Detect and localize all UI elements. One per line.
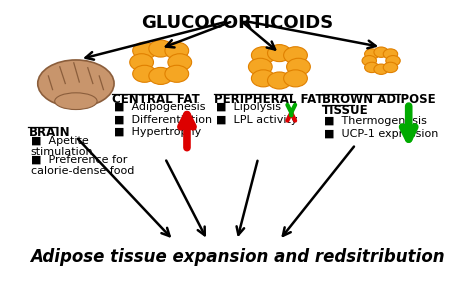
Text: ■  UCP-1 expression: ■ UCP-1 expression bbox=[324, 129, 438, 139]
Text: CENTRAL FAT: CENTRAL FAT bbox=[112, 93, 200, 106]
Circle shape bbox=[383, 62, 398, 72]
Text: ■  Hypertrophy: ■ Hypertrophy bbox=[114, 127, 201, 137]
Circle shape bbox=[133, 65, 156, 82]
Circle shape bbox=[130, 54, 154, 71]
Text: ■  Lipolysis: ■ Lipolysis bbox=[216, 103, 281, 112]
Text: Adipose tissue expansion and redsitribution: Adipose tissue expansion and redsitribut… bbox=[30, 248, 444, 266]
Circle shape bbox=[267, 45, 291, 62]
Circle shape bbox=[149, 68, 173, 84]
Circle shape bbox=[287, 58, 310, 75]
Circle shape bbox=[374, 47, 388, 57]
Text: ■  Adipogenesis: ■ Adipogenesis bbox=[114, 103, 206, 112]
Circle shape bbox=[165, 65, 189, 82]
Text: GLUCOCORTICOIDS: GLUCOCORTICOIDS bbox=[141, 14, 333, 32]
Text: ■  Preference for
calorie-dense food: ■ Preference for calorie-dense food bbox=[30, 155, 134, 176]
Circle shape bbox=[133, 42, 156, 59]
Ellipse shape bbox=[38, 60, 114, 107]
Circle shape bbox=[374, 64, 388, 74]
Text: BRAIN: BRAIN bbox=[28, 126, 70, 139]
Circle shape bbox=[248, 58, 272, 75]
Circle shape bbox=[267, 72, 291, 89]
Text: ■  Differentiation: ■ Differentiation bbox=[114, 115, 212, 125]
Circle shape bbox=[149, 40, 173, 57]
Circle shape bbox=[362, 56, 376, 66]
Circle shape bbox=[383, 49, 398, 59]
Circle shape bbox=[168, 54, 191, 71]
Text: PERIPHERAL FAT: PERIPHERAL FAT bbox=[214, 93, 323, 106]
Text: TISSUE: TISSUE bbox=[322, 104, 368, 117]
Circle shape bbox=[165, 42, 189, 59]
Text: BROWN ADIPOSE: BROWN ADIPOSE bbox=[322, 93, 436, 106]
Circle shape bbox=[365, 62, 379, 72]
Text: ■  LPL activity: ■ LPL activity bbox=[216, 115, 297, 125]
Circle shape bbox=[283, 70, 307, 87]
Circle shape bbox=[365, 49, 379, 59]
Ellipse shape bbox=[55, 93, 97, 110]
Circle shape bbox=[386, 56, 400, 66]
Text: ■  Apetite
stimulation: ■ Apetite stimulation bbox=[30, 136, 93, 157]
Circle shape bbox=[251, 70, 275, 87]
Text: ■  Thermogenesis: ■ Thermogenesis bbox=[324, 116, 427, 126]
Circle shape bbox=[251, 47, 275, 64]
Circle shape bbox=[283, 47, 307, 64]
